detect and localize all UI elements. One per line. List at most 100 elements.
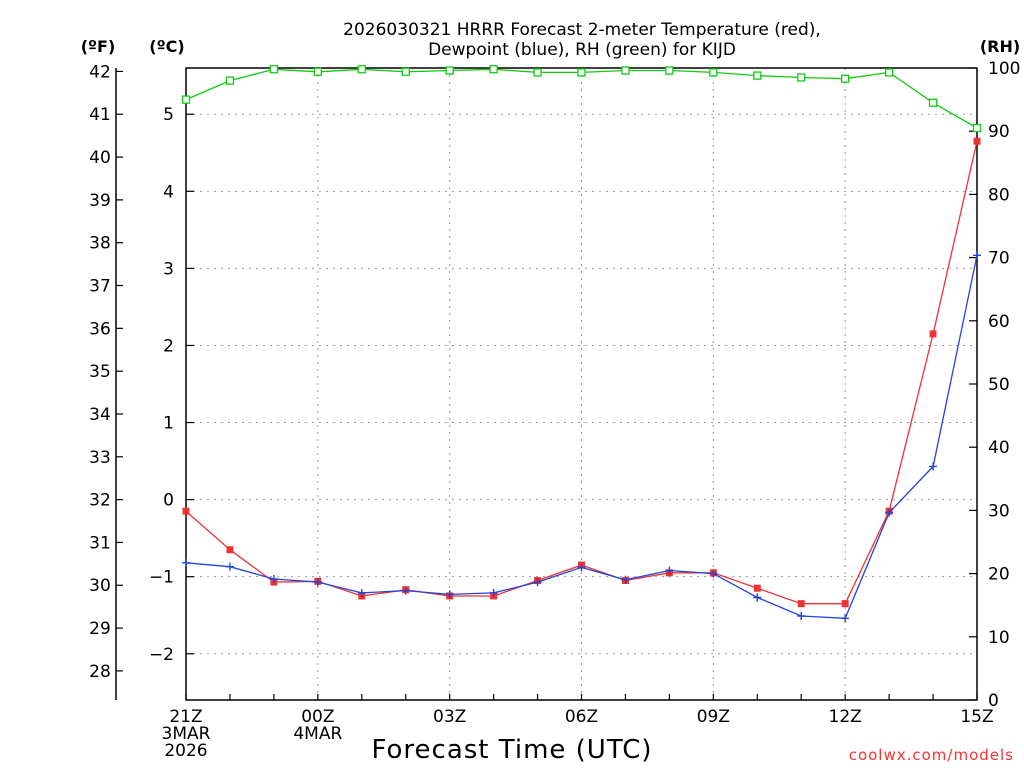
rh-tick-label-10: 10 xyxy=(988,628,1010,648)
rh-tick-label-90: 90 xyxy=(988,122,1010,142)
temperature-point-13 xyxy=(753,584,761,592)
fahrenheit-tick-label-37: 37 xyxy=(89,277,111,297)
x-tick-label-4-0: 09Z xyxy=(697,707,730,727)
rh-tick-label-100: 100 xyxy=(988,59,1020,79)
temperature-point-14 xyxy=(797,600,805,608)
dewpoint-point-4 xyxy=(357,588,366,597)
rh-point-1 xyxy=(225,76,235,85)
dewpoint-point-0 xyxy=(182,558,190,567)
rh-tick-label-50: 50 xyxy=(988,375,1010,395)
rh-unit-label: (RH) xyxy=(980,37,1020,56)
fahrenheit-unit-label: (ºF) xyxy=(81,37,116,56)
rh-point-13 xyxy=(753,71,762,80)
rh-tick-label-40: 40 xyxy=(988,438,1010,458)
rh-point-14 xyxy=(797,73,806,82)
rh-point-16 xyxy=(884,68,894,77)
x-tick-label-6-0: 15Z xyxy=(960,707,993,727)
celsius-unit-label: (ºC) xyxy=(149,37,184,56)
rh-point-17 xyxy=(928,98,938,107)
rh-tick-label-20: 20 xyxy=(988,565,1010,585)
rh-point-3 xyxy=(313,67,322,76)
dewpoint-point-16 xyxy=(885,508,894,517)
labels: 2026030321 HRRR Forecast 2-meter Tempera… xyxy=(81,20,1021,765)
axes xyxy=(115,67,978,701)
temperature-point-18 xyxy=(973,137,981,145)
dewpoint-point-2 xyxy=(269,574,278,583)
fahrenheit-tick-label-41: 41 xyxy=(89,105,111,125)
chart-title-line-1: 2026030321 HRRR Forecast 2-meter Tempera… xyxy=(343,20,821,40)
rh-point-12 xyxy=(709,68,718,77)
x-tick-label-1-1: 4MAR xyxy=(293,724,342,744)
dewpoint-point-10 xyxy=(621,575,630,584)
celsius-tick-label-5: 3 xyxy=(163,259,174,279)
temperature-line xyxy=(185,141,978,605)
rh-point-4 xyxy=(357,65,366,74)
temperature-point-15 xyxy=(841,600,849,608)
dewpoint-point-8 xyxy=(533,578,542,587)
fahrenheit-tick-label-40: 40 xyxy=(89,148,111,168)
rh-point-0 xyxy=(181,95,191,104)
celsius-tick-label-7: 5 xyxy=(163,105,174,125)
rh-point-10 xyxy=(621,66,630,75)
fahrenheit-tick-label-28: 28 xyxy=(89,662,111,682)
temperature-point-0 xyxy=(182,507,190,515)
rh-tick-label-30: 30 xyxy=(988,501,1010,521)
rh-point-6 xyxy=(445,66,454,75)
x-tick-label-0-1: 3MAR xyxy=(162,724,211,744)
fahrenheit-tick-label-33: 33 xyxy=(89,448,111,468)
x-tick-label-1-0: 00Z xyxy=(301,707,334,727)
fahrenheit-tick-label-36: 36 xyxy=(89,319,111,339)
fahrenheit-tick-label-29: 29 xyxy=(89,619,111,639)
dewpoint-point-1 xyxy=(225,562,234,571)
rh-point-2 xyxy=(269,65,279,74)
rh-tick-label-60: 60 xyxy=(988,312,1010,332)
rh-point-5 xyxy=(401,67,410,76)
credit-text: coolwx.com/models xyxy=(849,746,1014,764)
rh-line xyxy=(185,68,978,129)
dewpoint-point-5 xyxy=(401,586,410,595)
series-rh xyxy=(181,65,982,133)
fahrenheit-tick-label-31: 31 xyxy=(89,533,111,553)
celsius-tick-label-2: 0 xyxy=(163,491,174,511)
dewpoint-point-13 xyxy=(753,593,762,602)
celsius-tick-label-4: 2 xyxy=(163,336,174,356)
dewpoint-point-17 xyxy=(929,462,938,471)
temperature-point-1 xyxy=(226,546,234,554)
dewpoint-point-11 xyxy=(665,566,674,575)
dewpoint-point-15 xyxy=(841,614,850,623)
x-tick-label-3-0: 06Z xyxy=(565,707,598,727)
rh-point-9 xyxy=(577,68,586,77)
celsius-tick-label-6: 4 xyxy=(163,182,174,202)
celsius-tick-label-1: −1 xyxy=(149,568,174,588)
rh-point-8 xyxy=(533,68,542,77)
chart-title-line-2: Dewpoint (blue), RH (green) for KIJD xyxy=(428,40,736,60)
rh-point-11 xyxy=(665,66,674,75)
dewpoint-point-18 xyxy=(973,251,981,260)
x-tick-label-0-0: 21Z xyxy=(169,707,202,727)
x-tick-label-2-0: 03Z xyxy=(433,707,466,727)
temperature-point-17 xyxy=(929,330,937,338)
fahrenheit-tick-label-32: 32 xyxy=(89,491,111,511)
celsius-tick-label-0: −2 xyxy=(149,645,174,665)
fahrenheit-tick-label-39: 39 xyxy=(89,191,111,211)
rh-point-7 xyxy=(489,65,498,74)
dewpoint-point-7 xyxy=(489,588,498,597)
rh-tick-label-80: 80 xyxy=(988,185,1010,205)
series-dewpoint xyxy=(182,251,981,623)
x-tick-label-5-0: 12Z xyxy=(829,707,862,727)
rh-tick-label-70: 70 xyxy=(988,249,1010,269)
x-tick-label-0-2: 2026 xyxy=(164,741,207,761)
series xyxy=(181,65,982,623)
dewpoint-point-12 xyxy=(709,569,718,578)
rh-point-15 xyxy=(841,74,850,83)
fahrenheit-tick-label-42: 42 xyxy=(89,62,111,82)
x-axis-title: Forecast Time (UTC) xyxy=(371,735,652,765)
dewpoint-point-3 xyxy=(313,578,322,587)
fahrenheit-tick-label-38: 38 xyxy=(89,234,111,254)
dewpoint-point-9 xyxy=(577,563,586,572)
gridlines xyxy=(186,68,977,700)
fahrenheit-tick-label-35: 35 xyxy=(89,362,111,382)
rh-tick-label-0: 0 xyxy=(988,691,999,711)
dewpoint-point-6 xyxy=(445,590,454,599)
